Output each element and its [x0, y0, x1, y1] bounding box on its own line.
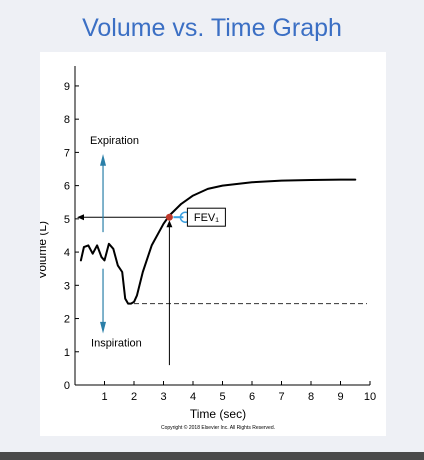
figure-panel: 0 1 2 3 4 5 6 7 8 9 1 2 3 4 5 6 7 8 9 10 FEV₁ Expiration Insp…	[35, 52, 386, 436]
fev1-marker-point	[165, 213, 173, 221]
y-tick-label: 3	[64, 280, 70, 292]
annotations: FEV₁ Expiration Inspiration	[77, 135, 226, 366]
x-tick-label: 7	[278, 391, 284, 403]
x-tick-label: 9	[337, 391, 343, 403]
y-tick-label: 7	[64, 147, 70, 159]
y-tick-label: 8	[64, 114, 70, 126]
y-tick-label: 9	[64, 81, 70, 93]
copyright-notice: Copyright © 2018 Elsevier Inc. All Right…	[161, 424, 275, 431]
plot-area	[79, 178, 367, 305]
fev1-horizontal-arrowhead	[77, 214, 84, 221]
x-tick-label: 3	[160, 391, 166, 403]
x-axis-label: Time (sec)	[190, 407, 246, 421]
x-tick-label: 4	[190, 391, 196, 403]
y-axis-label: Volume (L)	[40, 221, 49, 279]
y-tick-label: 0	[64, 380, 70, 392]
y-tick-label: 6	[64, 181, 70, 193]
fev1-label-box	[186, 207, 226, 227]
x-tick-label: 1	[101, 391, 107, 403]
slide-title: Volume vs. Time Graph	[82, 14, 342, 42]
x-tick-label: 6	[249, 391, 255, 403]
fev1-label: FEV₁	[194, 212, 219, 224]
x-tick-label: 5	[219, 391, 225, 403]
expiration-label: Expiration	[90, 135, 139, 147]
inspiration-arrowhead	[100, 321, 107, 334]
inspiration-label: Inspiration	[91, 337, 142, 349]
expiration-arrowhead	[100, 154, 107, 166]
volume-curve	[79, 178, 357, 305]
x-tick-label: 8	[308, 391, 314, 403]
volume-time-chart: 0 1 2 3 4 5 6 7 8 9 1 2 3 4 5 6 7 8 9 10 FEV₁ Expiration Insp…	[35, 66, 376, 431]
y-tick-label: 1	[64, 347, 70, 359]
y-tick-label: 4	[64, 247, 70, 259]
bottom-bar	[0, 452, 424, 460]
x-tick-label: 2	[131, 391, 137, 403]
axes: 0 1 2 3 4 5 6 7 8 9 1 2 3 4 5 6 7 8 9 10	[64, 66, 376, 403]
y-tick-label: 2	[64, 314, 70, 326]
fev1-vertical-arrowhead	[166, 220, 173, 228]
x-tick-label: 10	[364, 391, 376, 403]
y-tick-label: 5	[64, 214, 70, 226]
